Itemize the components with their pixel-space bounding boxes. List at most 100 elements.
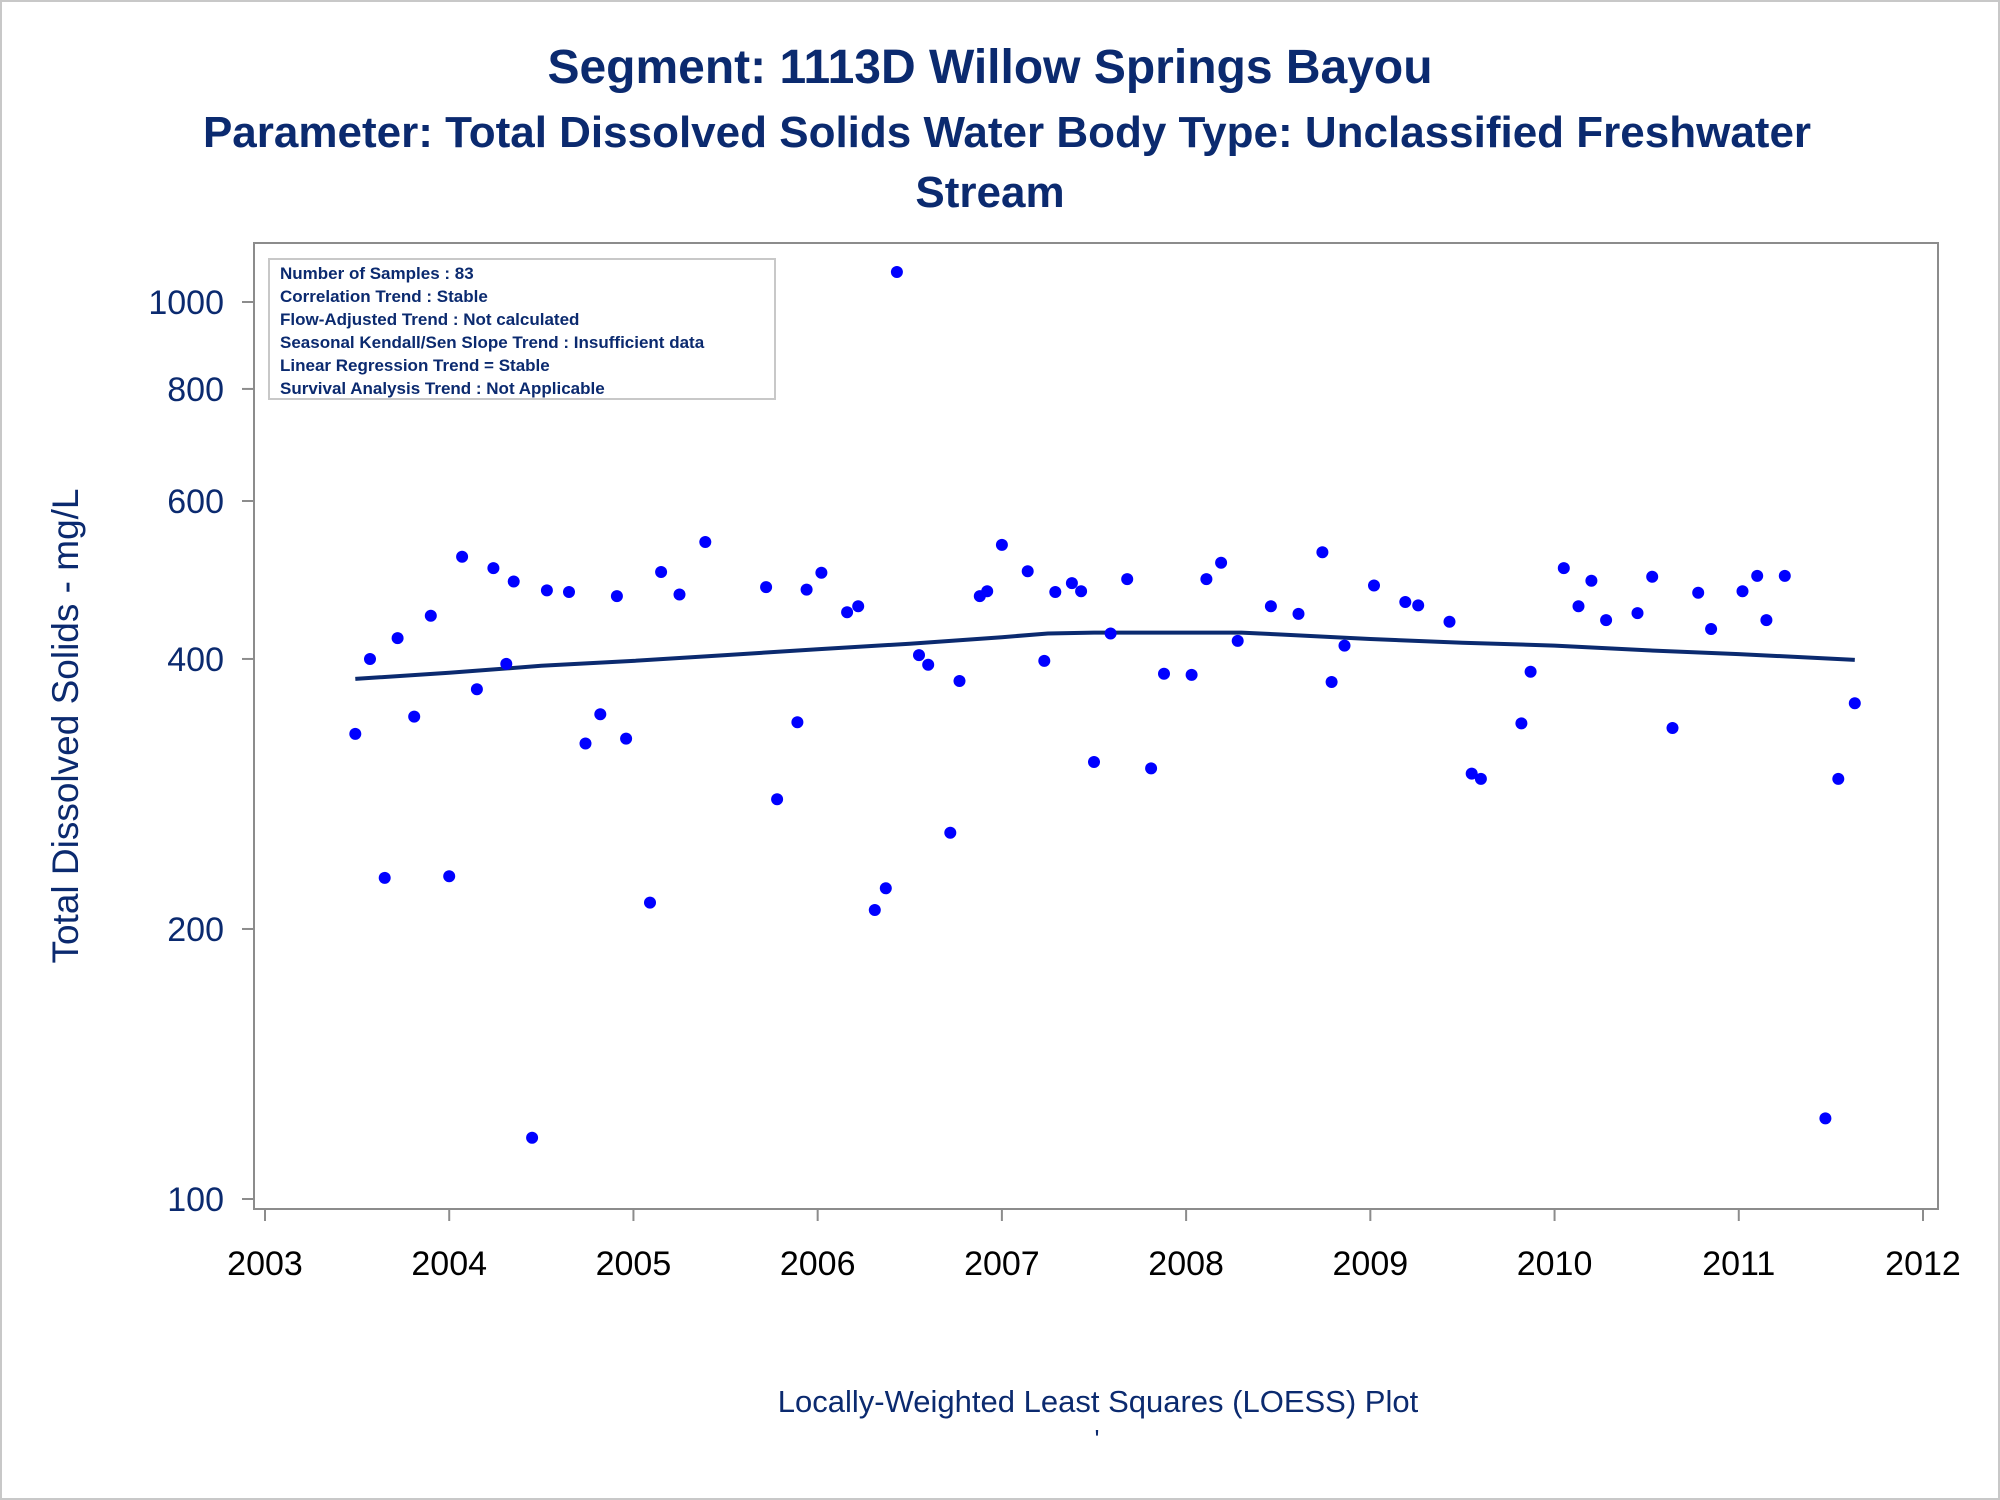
footnote-mark: ' [1095,1424,1100,1454]
stats-line-flow-adjusted: Flow-Adjusted Trend : Not calculated [280,310,579,329]
data-point [981,585,994,598]
data-point [1832,772,1845,785]
data-point [1474,772,1487,785]
data-point [526,1131,539,1144]
stats-line-survival: Survival Analysis Trend : Not Applicable [280,379,605,398]
data-point [1158,667,1170,680]
x-tick-label: 2005 [596,1245,672,1283]
chart-subtitle-line1: Parameter: Total Dissolved Solids Water … [203,108,1811,157]
data-point [579,737,592,750]
data-point [1646,570,1659,583]
data-point [1316,546,1329,559]
data-point [500,657,513,670]
y-tick-label: 400 [167,641,224,679]
data-point [1751,569,1764,582]
footnote: Locally-Weighted Least Squares (LOESS) P… [778,1384,1419,1419]
x-tick-label: 2011 [1702,1245,1775,1283]
x-tick-label: 2004 [411,1245,487,1283]
data-points [349,266,1861,1144]
x-tick-label: 2012 [1885,1245,1961,1283]
y-axis-label: Total Dissolved Solids - mg/L [45,488,86,963]
data-point [1557,562,1570,575]
x-tick-label: 2008 [1148,1245,1224,1283]
data-point [699,536,712,548]
data-point [655,566,668,578]
data-point [443,870,456,883]
x-tick-label: 2007 [964,1245,1040,1283]
data-point [620,732,633,745]
x-tick-label: 2010 [1517,1245,1593,1283]
chart-subtitle-line2: Stream [915,168,1064,217]
data-point [1819,1112,1832,1125]
stats-line-linear-regression: Linear Regression Trend = Stable [280,356,550,375]
data-point [953,675,966,687]
data-point [378,871,391,884]
data-point [913,649,925,662]
x-tick-label: 2003 [227,1245,303,1283]
data-point [1631,607,1644,620]
data-point [1760,614,1773,627]
x-tick-label: 2009 [1333,1245,1409,1283]
data-point [1075,585,1088,598]
data-point [791,716,804,729]
data-point [1049,586,1062,598]
data-point [644,896,656,909]
data-point [890,266,903,278]
stats-line-samples: Number of Samples : 83 [280,264,474,283]
data-point [540,584,553,597]
data-point [879,882,892,895]
data-point [1524,665,1537,678]
data-point [1145,762,1158,775]
plot-area [253,242,1939,1210]
y-tick-label: 200 [167,911,224,949]
data-point [815,566,828,579]
data-point [1368,579,1380,592]
data-point [1104,627,1117,640]
stats-box-border [268,258,776,400]
data-point [1185,668,1198,681]
data-point [868,904,881,916]
data-point [610,590,623,603]
data-point [1412,599,1425,612]
data-point [1231,634,1244,647]
data-point [1848,697,1861,710]
data-point [771,793,784,806]
x-axis: 2003 2004 2005 2006 2007 2008 2009 2010 2011 2012 [227,1209,1961,1283]
data-point [1325,676,1338,688]
data-point [1515,717,1528,730]
data-point [349,727,362,740]
data-point [944,826,957,839]
data-point [456,550,469,563]
stats-line-correlation: Correlation Trend : Stable [280,287,488,306]
x-tick-label: 2006 [780,1245,856,1283]
data-point [800,583,813,596]
y-tick-label: 600 [167,483,224,521]
data-point [1264,600,1277,613]
data-point [922,658,935,671]
data-point [1585,574,1598,587]
data-point [1215,556,1228,569]
data-point [1088,756,1100,768]
data-point [995,538,1008,551]
data-point [408,710,421,723]
data-point [1292,607,1305,620]
data-point [841,606,854,619]
data-point [391,632,404,645]
data-point [364,653,376,665]
data-point [1600,614,1613,627]
data-point [1399,596,1412,608]
data-point [1572,600,1585,613]
data-point [507,575,520,588]
data-point [1443,615,1456,628]
data-point [852,600,865,613]
data-point [1338,639,1351,652]
chart-title: Segment: 1113D Willow Springs Bayou [547,41,1432,94]
y-axis: 100 200 400 600 800 1000 [148,284,254,1219]
loess-curve [355,630,1855,681]
data-point [1666,722,1679,734]
data-point [760,581,773,594]
y-tick-label: 1000 [148,284,224,322]
data-point [1121,573,1134,586]
y-tick-label: 800 [167,371,224,409]
